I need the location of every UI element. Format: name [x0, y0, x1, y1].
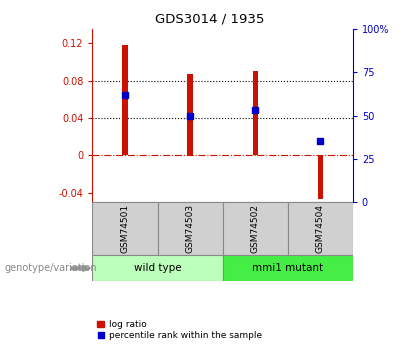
- Bar: [223, 255, 353, 281]
- Text: wild type: wild type: [134, 263, 181, 273]
- Bar: [92, 255, 223, 281]
- Bar: [92, 202, 158, 255]
- Bar: [187, 74, 193, 155]
- Bar: [318, 155, 323, 199]
- Text: GSM74502: GSM74502: [251, 204, 260, 253]
- Bar: [223, 202, 288, 255]
- Bar: [122, 45, 128, 155]
- Bar: [252, 71, 258, 155]
- Text: GSM74503: GSM74503: [186, 204, 194, 253]
- Bar: [288, 202, 353, 255]
- Text: GDS3014 / 1935: GDS3014 / 1935: [155, 12, 265, 25]
- Text: GSM74504: GSM74504: [316, 204, 325, 253]
- Text: GSM74501: GSM74501: [121, 204, 129, 253]
- Bar: [158, 202, 223, 255]
- Legend: log ratio, percentile rank within the sample: log ratio, percentile rank within the sa…: [97, 320, 262, 341]
- Text: genotype/variation: genotype/variation: [4, 263, 97, 273]
- Text: mmi1 mutant: mmi1 mutant: [252, 263, 323, 273]
